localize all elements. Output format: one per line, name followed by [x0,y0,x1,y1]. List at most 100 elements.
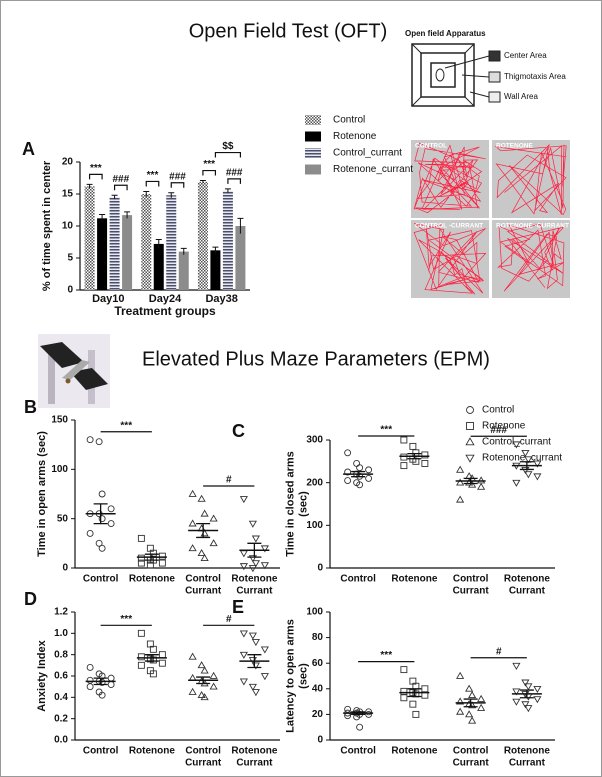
x-tick-label: Rotenone [231,574,278,585]
significance-bracket [170,182,185,188]
x-tick-label: Control [340,746,376,757]
data-point [188,544,197,552]
data-point [456,478,465,486]
data-point [137,653,145,661]
sem-bar [519,689,534,699]
mouse-icon [435,68,445,82]
data-point [149,645,157,653]
error-bar [155,238,162,249]
data-point [197,494,206,502]
data-point [524,471,533,479]
y-tick-label: 0.8 [54,649,68,660]
data-point [107,505,115,513]
leg [48,346,55,404]
data-point [137,554,145,562]
data-point [456,465,465,473]
data-point [533,473,542,481]
data-point [239,678,248,686]
data-point [477,694,486,702]
significance-bracket [227,178,242,184]
bar [153,243,164,290]
y-tick-label: 100 [51,464,68,475]
x-tick-label: Rotenone [231,746,278,757]
y-tick-label: 60 [312,658,324,669]
y-axis-label: Latency to open arms [284,619,296,733]
track-path [497,223,565,292]
data-point [512,698,521,706]
legend-label: Control [333,115,365,126]
data-point [158,559,166,567]
panel-letter: A [22,139,35,159]
bar [97,218,108,290]
significance-label: *** [380,425,392,436]
area-label: Thigmotaxis Area [504,72,566,81]
significance-bracket [214,151,242,158]
data-point [200,509,209,517]
legend-swatch [305,115,321,125]
y-axis-label: (sec) [297,491,309,517]
x-tick-label: Control [185,746,221,757]
closed-arm [40,342,84,368]
mouse-icon [65,378,71,384]
data-point [149,549,157,557]
data-point [533,460,542,468]
data-point [456,697,465,705]
data-point [98,515,106,523]
data-point [400,453,408,461]
pointer [469,91,490,98]
pointer [444,55,490,69]
data-point [248,555,257,563]
sem-bar [93,503,108,525]
data-point [477,703,486,711]
sem-bar [463,477,478,485]
track-path [413,223,487,295]
data-point [98,691,106,699]
y-tick-label: 0 [317,735,323,746]
x-tick-label: Control [453,746,489,757]
x-tick-label: Day38 [205,293,237,305]
error-bar [180,247,187,255]
data-point [188,489,197,497]
data-point [158,659,166,667]
data-point [524,705,533,713]
apparatus-title: Open field Apparatus [405,29,486,38]
data-point [98,544,106,552]
bar [210,250,221,290]
corner [464,43,475,54]
data-point [468,480,477,488]
data-point [251,639,260,647]
significance-bracket [113,184,128,191]
bar [109,197,120,290]
y-axis-label: (sec) [297,663,309,689]
significance-label: *** [90,163,102,174]
data-point [251,535,260,543]
track-label: ROTENONE -CURRANT [496,223,569,230]
data-point [248,632,257,640]
significance-label: # [226,475,232,486]
track-path [413,142,486,214]
data-point [239,630,248,638]
data-point [149,656,157,664]
y-tick-label: 200 [306,477,323,488]
track-path [494,143,567,216]
error-bar [224,188,231,193]
error-bar [199,180,206,184]
data-point [400,462,408,470]
y-tick-label: 0.2 [54,713,68,724]
data-point [239,563,248,571]
error-bar [99,213,106,223]
data-point [200,666,209,674]
y-tick-label: 5 [67,253,73,264]
data-point [86,683,94,691]
sem-bar [351,711,366,716]
data-point [149,670,157,678]
bar [84,186,95,290]
data-point [521,467,530,475]
significance-label: *** [120,420,132,431]
x-tick-label: Rotenone [504,746,551,757]
apparatus: Open field Apparatus Center Area Thigmot… [405,29,566,107]
significance-label: *** [380,650,392,661]
significance-label: ### [112,174,129,185]
sem-bar [247,654,262,669]
